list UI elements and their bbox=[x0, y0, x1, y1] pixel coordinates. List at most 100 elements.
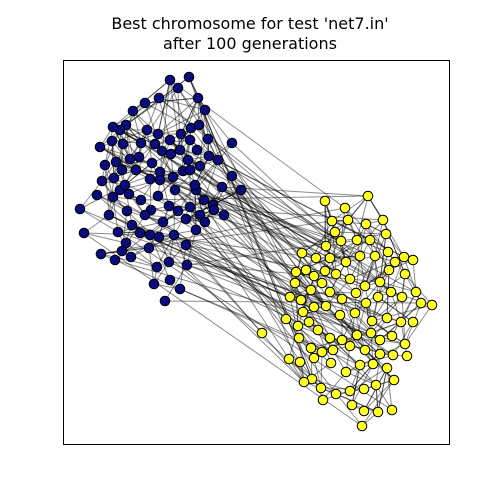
network-node bbox=[117, 165, 127, 175]
network-node bbox=[367, 316, 377, 326]
network-node bbox=[140, 210, 150, 220]
network-node bbox=[337, 335, 347, 345]
network-node bbox=[357, 421, 367, 431]
network-node bbox=[191, 225, 201, 235]
network-node bbox=[375, 277, 385, 287]
network-node bbox=[182, 260, 192, 270]
network-node bbox=[387, 405, 397, 415]
network-node bbox=[131, 165, 141, 175]
network-node bbox=[363, 191, 373, 201]
network-node bbox=[313, 325, 323, 335]
network-node bbox=[325, 287, 335, 297]
network-node bbox=[375, 335, 385, 345]
network-node bbox=[345, 386, 355, 396]
network-node bbox=[181, 214, 191, 224]
network-node bbox=[361, 298, 371, 308]
network-node bbox=[361, 219, 371, 229]
network-node bbox=[337, 294, 347, 304]
network-node bbox=[122, 206, 132, 216]
network-node bbox=[321, 301, 331, 311]
network-node bbox=[309, 271, 319, 281]
network-node bbox=[325, 253, 335, 263]
network-node bbox=[336, 236, 346, 246]
network-node bbox=[152, 262, 162, 272]
network-node bbox=[120, 180, 130, 190]
network-node bbox=[142, 125, 152, 135]
network-node bbox=[343, 215, 353, 225]
network-node bbox=[236, 185, 246, 195]
network-edge bbox=[145, 103, 191, 128]
network-node bbox=[399, 252, 409, 262]
network-node bbox=[378, 215, 388, 225]
network-node bbox=[387, 331, 397, 341]
network-node bbox=[92, 190, 102, 200]
network-node bbox=[144, 243, 154, 253]
network-node bbox=[341, 367, 351, 377]
network-node bbox=[309, 302, 319, 312]
network-node bbox=[117, 246, 127, 256]
network-node bbox=[183, 155, 193, 165]
network-node bbox=[107, 136, 117, 146]
network-node bbox=[285, 292, 295, 302]
network-node bbox=[169, 230, 179, 240]
network-node bbox=[257, 328, 267, 338]
network-node bbox=[165, 135, 175, 145]
network-node bbox=[154, 93, 164, 103]
network-node bbox=[366, 328, 376, 338]
network-node bbox=[192, 145, 202, 155]
network-node bbox=[184, 72, 194, 82]
network-node bbox=[320, 196, 330, 206]
network-node bbox=[219, 210, 229, 220]
network-node bbox=[199, 195, 209, 205]
network-node bbox=[135, 228, 145, 238]
network-node bbox=[134, 152, 144, 162]
network-node bbox=[408, 255, 418, 265]
network-node bbox=[168, 172, 178, 182]
network-node bbox=[318, 395, 328, 405]
network-node bbox=[166, 149, 176, 159]
network-node bbox=[149, 279, 159, 289]
network-node bbox=[382, 313, 392, 323]
network-node bbox=[351, 288, 361, 298]
network-node bbox=[299, 377, 309, 387]
network-edge bbox=[196, 190, 300, 362]
network-node bbox=[217, 182, 227, 192]
network-node bbox=[164, 257, 174, 267]
network-node bbox=[95, 142, 105, 152]
network-node bbox=[397, 292, 407, 302]
network-node bbox=[160, 296, 170, 306]
network-node bbox=[352, 330, 362, 340]
network-node bbox=[193, 93, 203, 103]
network-node bbox=[317, 278, 327, 288]
network-node bbox=[290, 278, 300, 288]
network-node bbox=[331, 269, 341, 279]
network-node bbox=[294, 333, 304, 343]
network-node bbox=[368, 359, 378, 369]
network-node bbox=[204, 151, 214, 161]
network-node bbox=[200, 105, 210, 115]
network-node bbox=[400, 269, 410, 279]
network-node bbox=[328, 345, 338, 355]
network-node bbox=[195, 161, 205, 171]
network-node bbox=[320, 266, 330, 276]
network-node bbox=[155, 175, 165, 185]
network-node bbox=[381, 229, 391, 239]
network-edge bbox=[145, 98, 198, 103]
network-node bbox=[309, 353, 319, 363]
network-node bbox=[145, 230, 155, 240]
network-node bbox=[108, 122, 118, 132]
network-node bbox=[330, 227, 340, 237]
network-node bbox=[176, 129, 186, 139]
network-node bbox=[400, 339, 410, 349]
network-node bbox=[109, 173, 119, 183]
network-node bbox=[325, 333, 335, 343]
network-node bbox=[411, 287, 421, 297]
network-node bbox=[293, 321, 303, 331]
network-node bbox=[365, 235, 375, 245]
network-node bbox=[340, 203, 350, 213]
network-node bbox=[158, 217, 168, 227]
network-node bbox=[347, 400, 357, 410]
network-node bbox=[185, 202, 195, 212]
network-node bbox=[298, 307, 308, 317]
network-node bbox=[352, 235, 362, 245]
